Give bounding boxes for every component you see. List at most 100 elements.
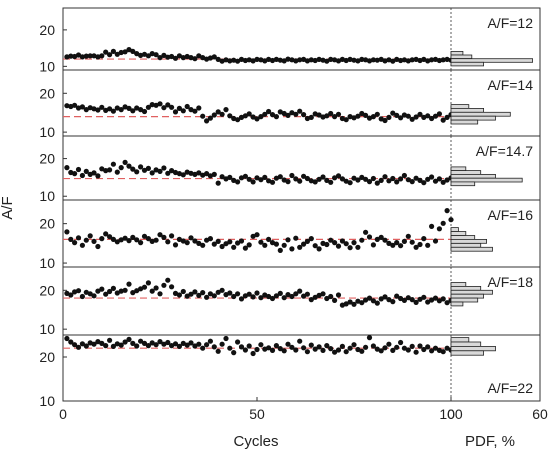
pdf-bar bbox=[450, 282, 467, 287]
data-point bbox=[99, 166, 105, 172]
data-point bbox=[192, 343, 198, 349]
panel-label: A/F=14.7 bbox=[476, 143, 533, 159]
data-point bbox=[285, 179, 291, 185]
panel-label: A/F=18 bbox=[487, 274, 533, 290]
data-point bbox=[277, 174, 283, 180]
data-point bbox=[122, 49, 128, 55]
data-point bbox=[444, 300, 450, 306]
x-tick-label: 50 bbox=[249, 406, 265, 422]
data-point bbox=[390, 175, 396, 182]
data-point bbox=[363, 229, 369, 235]
data-point bbox=[75, 288, 82, 294]
data-point bbox=[328, 179, 334, 185]
data-point bbox=[246, 242, 252, 248]
data-point bbox=[149, 170, 155, 176]
data-point bbox=[122, 159, 128, 165]
data-point bbox=[293, 111, 299, 117]
data-point bbox=[347, 299, 353, 305]
data-point bbox=[293, 235, 299, 241]
data-point bbox=[138, 240, 144, 246]
data-point bbox=[339, 238, 345, 244]
data-point bbox=[141, 284, 148, 290]
pdf-bar bbox=[450, 61, 484, 67]
data-point bbox=[99, 340, 105, 346]
data-point bbox=[153, 52, 159, 58]
data-point bbox=[285, 112, 291, 118]
data-point bbox=[308, 178, 314, 184]
data-point bbox=[157, 101, 163, 107]
data-point bbox=[269, 57, 276, 64]
data-point bbox=[227, 174, 233, 180]
panel-label: A/F=14 bbox=[487, 77, 533, 93]
panels-layer: 10 20 A/F=12 10 20 A/F=14 10 20 A/F=14.7 10 20 A/F=… bbox=[39, 7, 548, 422]
data-point bbox=[196, 170, 202, 176]
data-point bbox=[382, 117, 388, 124]
data-point bbox=[316, 344, 322, 350]
data-point bbox=[165, 102, 171, 108]
data-point bbox=[149, 238, 155, 244]
data-point bbox=[192, 108, 198, 114]
data-point bbox=[153, 342, 159, 348]
data-point bbox=[343, 301, 349, 307]
data-point bbox=[347, 345, 353, 351]
data-point bbox=[273, 175, 279, 181]
data-point bbox=[157, 291, 163, 297]
data-point bbox=[304, 115, 310, 122]
pdf-bar bbox=[450, 289, 493, 295]
data-point bbox=[273, 56, 279, 63]
data-point bbox=[138, 107, 144, 113]
data-point bbox=[250, 233, 256, 239]
data-point bbox=[64, 229, 70, 235]
data-point bbox=[188, 340, 194, 346]
data-point bbox=[425, 242, 431, 248]
pdf-bar bbox=[450, 177, 523, 183]
data-point bbox=[444, 208, 450, 214]
data-point bbox=[386, 341, 392, 347]
data-point bbox=[64, 103, 70, 109]
data-point bbox=[204, 294, 210, 300]
pdf-bar bbox=[450, 54, 473, 59]
data-point bbox=[188, 107, 194, 113]
data-point bbox=[304, 175, 310, 182]
data-point bbox=[347, 114, 353, 120]
data-point bbox=[134, 237, 140, 243]
data-point bbox=[134, 105, 140, 111]
data-point bbox=[297, 108, 303, 114]
data-point bbox=[130, 340, 136, 346]
data-point bbox=[363, 176, 369, 182]
data-point bbox=[207, 236, 213, 242]
data-point bbox=[390, 110, 396, 116]
data-point bbox=[382, 345, 388, 351]
data-point bbox=[413, 56, 419, 63]
data-point bbox=[254, 232, 260, 238]
data-point bbox=[99, 236, 105, 242]
data-point bbox=[72, 171, 78, 177]
data-point bbox=[363, 112, 369, 118]
data-point bbox=[444, 56, 450, 63]
data-point bbox=[370, 242, 376, 248]
data-point bbox=[394, 293, 400, 299]
data-point bbox=[258, 342, 264, 348]
data-point bbox=[293, 291, 299, 297]
data-point bbox=[304, 349, 310, 355]
data-point bbox=[254, 116, 260, 122]
data-point bbox=[79, 293, 85, 300]
data-point bbox=[281, 295, 287, 301]
data-point bbox=[219, 58, 225, 64]
data-point bbox=[64, 335, 70, 342]
data-point bbox=[262, 174, 268, 180]
data-point bbox=[355, 346, 361, 353]
data-point bbox=[246, 57, 252, 63]
data-point bbox=[382, 174, 388, 180]
panel-label: A/F=16 bbox=[487, 207, 533, 223]
data-point bbox=[308, 342, 314, 348]
data-point bbox=[304, 238, 310, 244]
data-point bbox=[172, 341, 179, 347]
data-point bbox=[165, 170, 171, 176]
data-point bbox=[394, 240, 400, 246]
data-point bbox=[110, 48, 116, 55]
data-point bbox=[405, 177, 411, 183]
pdf-bar bbox=[450, 111, 511, 117]
data-point bbox=[382, 58, 388, 64]
